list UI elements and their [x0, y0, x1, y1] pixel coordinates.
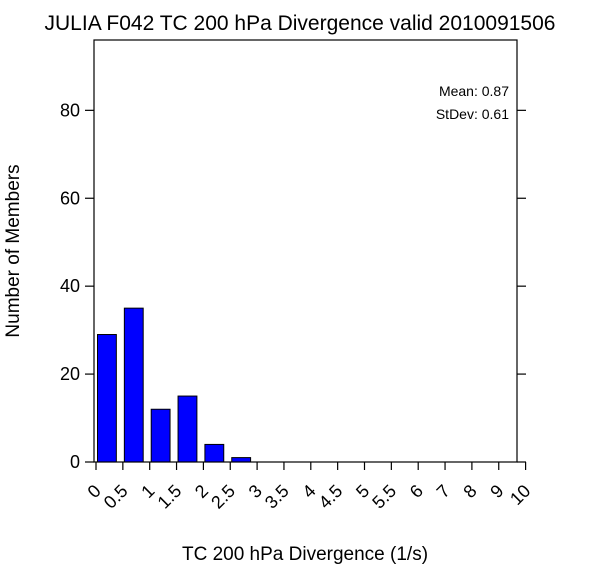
x-tick-label: 9 — [486, 481, 507, 502]
x-axis-label: TC 200 hPa Divergence (1/s) — [182, 544, 428, 565]
x-tick-label: 0.5 — [100, 481, 132, 513]
bar-0.5 — [123, 307, 144, 463]
y-axis-label: Number of Members — [3, 164, 24, 337]
y-tick-label: 0 — [70, 452, 80, 472]
x-tick-label: 4.5 — [315, 481, 347, 513]
x-tick-label: 8 — [460, 481, 481, 502]
x-tick-label: 5.5 — [368, 481, 400, 513]
chart-title: JULIA F042 TC 200 hPa Divergence valid 2… — [45, 12, 556, 35]
x-axis: 00.5 11.5 22.5 33.5 44.5 55.5 6 7 8 910 — [84, 462, 534, 513]
y-axis: 0 20 40 60 80 — [60, 100, 526, 472]
bar-1 — [150, 408, 171, 463]
x-tick-label: 6 — [406, 481, 427, 502]
bar-2 — [204, 443, 225, 463]
bar-series — [97, 307, 252, 463]
x-tick-label: 7 — [433, 481, 454, 502]
x-tick-label: 1.5 — [154, 481, 186, 513]
mean-annotation: Mean: 0.87 — [439, 83, 509, 99]
stdev-annotation: StDev: 0.61 — [436, 106, 509, 122]
bar-2.5 — [231, 457, 252, 463]
plot-frame — [93, 39, 518, 463]
y-tick-label: 80 — [60, 100, 80, 120]
bar-1.5 — [177, 395, 198, 463]
x-tick-label: 10 — [506, 481, 534, 509]
y-tick-label: 60 — [60, 188, 80, 208]
x-tick-label: 3.5 — [261, 481, 293, 513]
bar-0 — [97, 334, 117, 463]
x-tick-label: 2.5 — [207, 481, 239, 513]
y-tick-label: 40 — [60, 276, 80, 296]
y-tick-label: 20 — [60, 364, 80, 384]
